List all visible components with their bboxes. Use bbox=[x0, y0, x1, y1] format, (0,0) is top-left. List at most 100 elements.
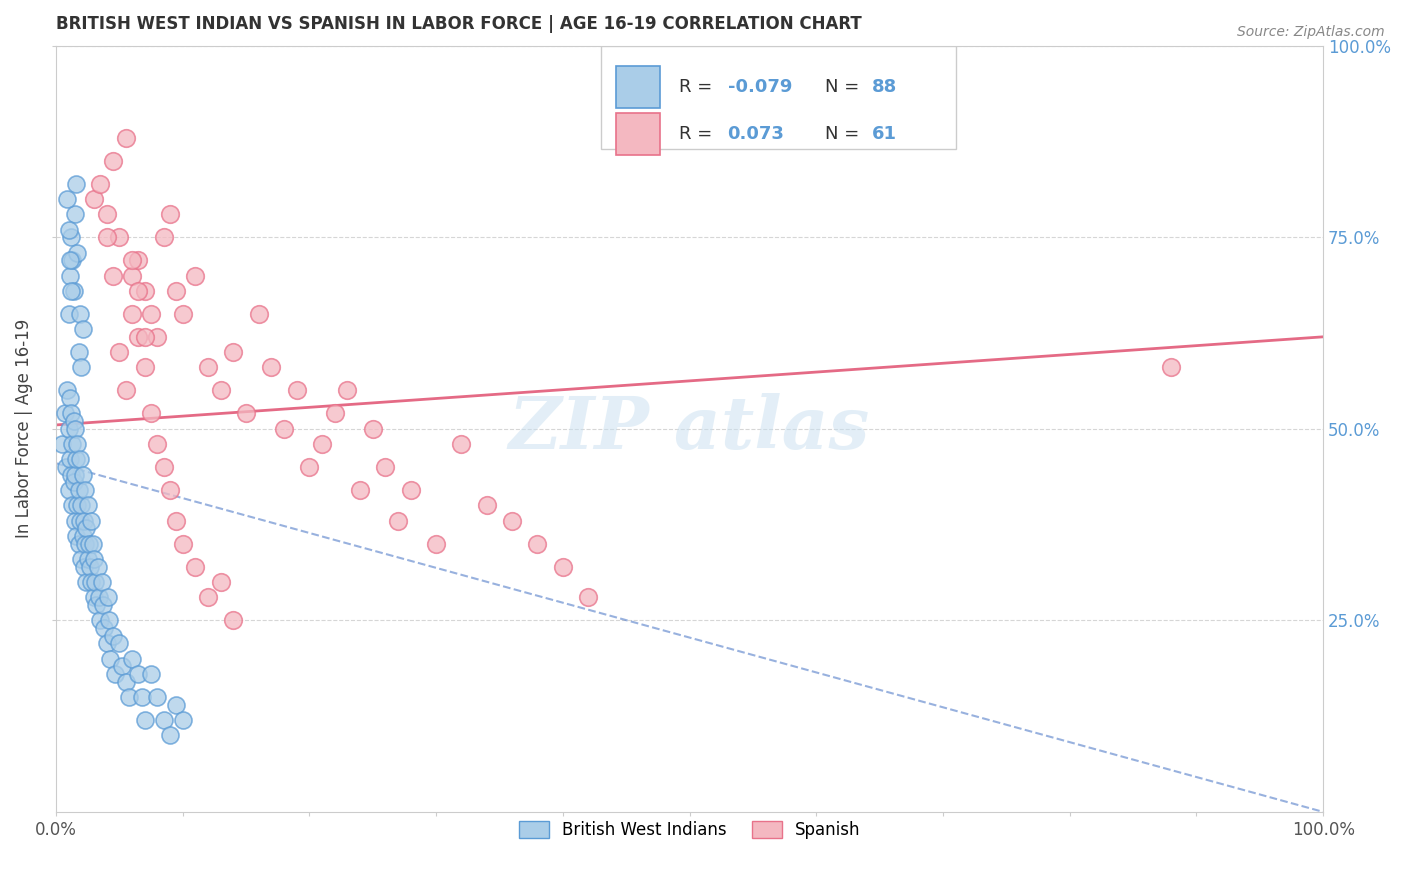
Point bbox=[86, 598, 108, 612]
Point bbox=[84, 574, 107, 589]
Point bbox=[87, 591, 110, 605]
Legend: British West Indians, Spanish: British West Indians, Spanish bbox=[512, 814, 868, 846]
Point bbox=[59, 452, 82, 467]
Point bbox=[59, 268, 82, 283]
Point bbox=[152, 230, 174, 244]
Point bbox=[66, 499, 89, 513]
Point bbox=[139, 667, 162, 681]
Point bbox=[114, 384, 136, 398]
Text: N =: N = bbox=[825, 125, 865, 143]
Point bbox=[501, 514, 523, 528]
Point bbox=[139, 407, 162, 421]
Point bbox=[165, 698, 187, 712]
Point bbox=[53, 407, 76, 421]
Point bbox=[60, 253, 83, 268]
Text: 61: 61 bbox=[872, 125, 897, 143]
Point bbox=[172, 537, 194, 551]
Text: -0.079: -0.079 bbox=[727, 78, 792, 96]
Point bbox=[165, 284, 187, 298]
Point bbox=[235, 407, 257, 421]
Point bbox=[67, 345, 90, 359]
Point bbox=[63, 422, 86, 436]
FancyBboxPatch shape bbox=[600, 45, 956, 149]
Point bbox=[65, 529, 87, 543]
Point bbox=[60, 499, 83, 513]
Point bbox=[73, 559, 96, 574]
Point bbox=[139, 307, 162, 321]
Point bbox=[165, 514, 187, 528]
Point bbox=[1160, 360, 1182, 375]
Point bbox=[121, 651, 143, 665]
Point bbox=[72, 467, 94, 482]
Point bbox=[222, 345, 245, 359]
Text: R =: R = bbox=[679, 78, 718, 96]
Point bbox=[152, 713, 174, 727]
FancyBboxPatch shape bbox=[616, 112, 661, 154]
Point bbox=[159, 728, 181, 742]
Point bbox=[526, 537, 548, 551]
Text: 0.073: 0.073 bbox=[727, 125, 785, 143]
Point bbox=[87, 559, 110, 574]
Point bbox=[273, 422, 295, 436]
Point bbox=[60, 467, 83, 482]
Point bbox=[63, 467, 86, 482]
Point bbox=[172, 307, 194, 321]
Point bbox=[172, 713, 194, 727]
Point bbox=[184, 559, 207, 574]
Point bbox=[96, 230, 118, 244]
Point bbox=[197, 591, 219, 605]
Text: Source: ZipAtlas.com: Source: ZipAtlas.com bbox=[1237, 25, 1385, 39]
Point bbox=[67, 537, 90, 551]
Point bbox=[146, 690, 169, 704]
Text: N =: N = bbox=[825, 78, 865, 96]
Point bbox=[551, 559, 574, 574]
Point bbox=[349, 483, 371, 497]
Point bbox=[425, 537, 447, 551]
Point bbox=[83, 552, 105, 566]
Point bbox=[101, 268, 124, 283]
Point bbox=[152, 460, 174, 475]
Point bbox=[361, 422, 384, 436]
Point bbox=[59, 391, 82, 405]
Point bbox=[73, 537, 96, 551]
Point bbox=[79, 559, 101, 574]
Point bbox=[76, 552, 98, 566]
Point bbox=[83, 591, 105, 605]
Point bbox=[209, 574, 232, 589]
Point bbox=[101, 629, 124, 643]
Point bbox=[70, 552, 93, 566]
Point bbox=[108, 345, 131, 359]
Point bbox=[247, 307, 270, 321]
Point bbox=[60, 230, 83, 244]
Point bbox=[62, 414, 84, 428]
Point bbox=[118, 690, 141, 704]
Point bbox=[51, 437, 73, 451]
Point bbox=[108, 230, 131, 244]
Point bbox=[146, 330, 169, 344]
Point bbox=[72, 322, 94, 336]
FancyBboxPatch shape bbox=[616, 66, 661, 108]
Point bbox=[97, 591, 120, 605]
Point bbox=[96, 207, 118, 221]
Point bbox=[184, 268, 207, 283]
Point bbox=[127, 253, 149, 268]
Point bbox=[131, 690, 153, 704]
Point bbox=[60, 407, 83, 421]
Point bbox=[56, 192, 79, 206]
Point bbox=[75, 521, 97, 535]
Point bbox=[127, 330, 149, 344]
Point bbox=[121, 307, 143, 321]
Text: BRITISH WEST INDIAN VS SPANISH IN LABOR FORCE | AGE 16-19 CORRELATION CHART: BRITISH WEST INDIAN VS SPANISH IN LABOR … bbox=[56, 15, 862, 33]
Point bbox=[98, 613, 121, 627]
Point bbox=[121, 268, 143, 283]
Point bbox=[70, 360, 93, 375]
Point bbox=[69, 514, 91, 528]
Point bbox=[374, 460, 396, 475]
Point bbox=[63, 514, 86, 528]
Point bbox=[69, 452, 91, 467]
Point bbox=[91, 598, 114, 612]
Point bbox=[134, 360, 156, 375]
Point bbox=[101, 153, 124, 168]
Point bbox=[60, 284, 83, 298]
Point bbox=[96, 636, 118, 650]
